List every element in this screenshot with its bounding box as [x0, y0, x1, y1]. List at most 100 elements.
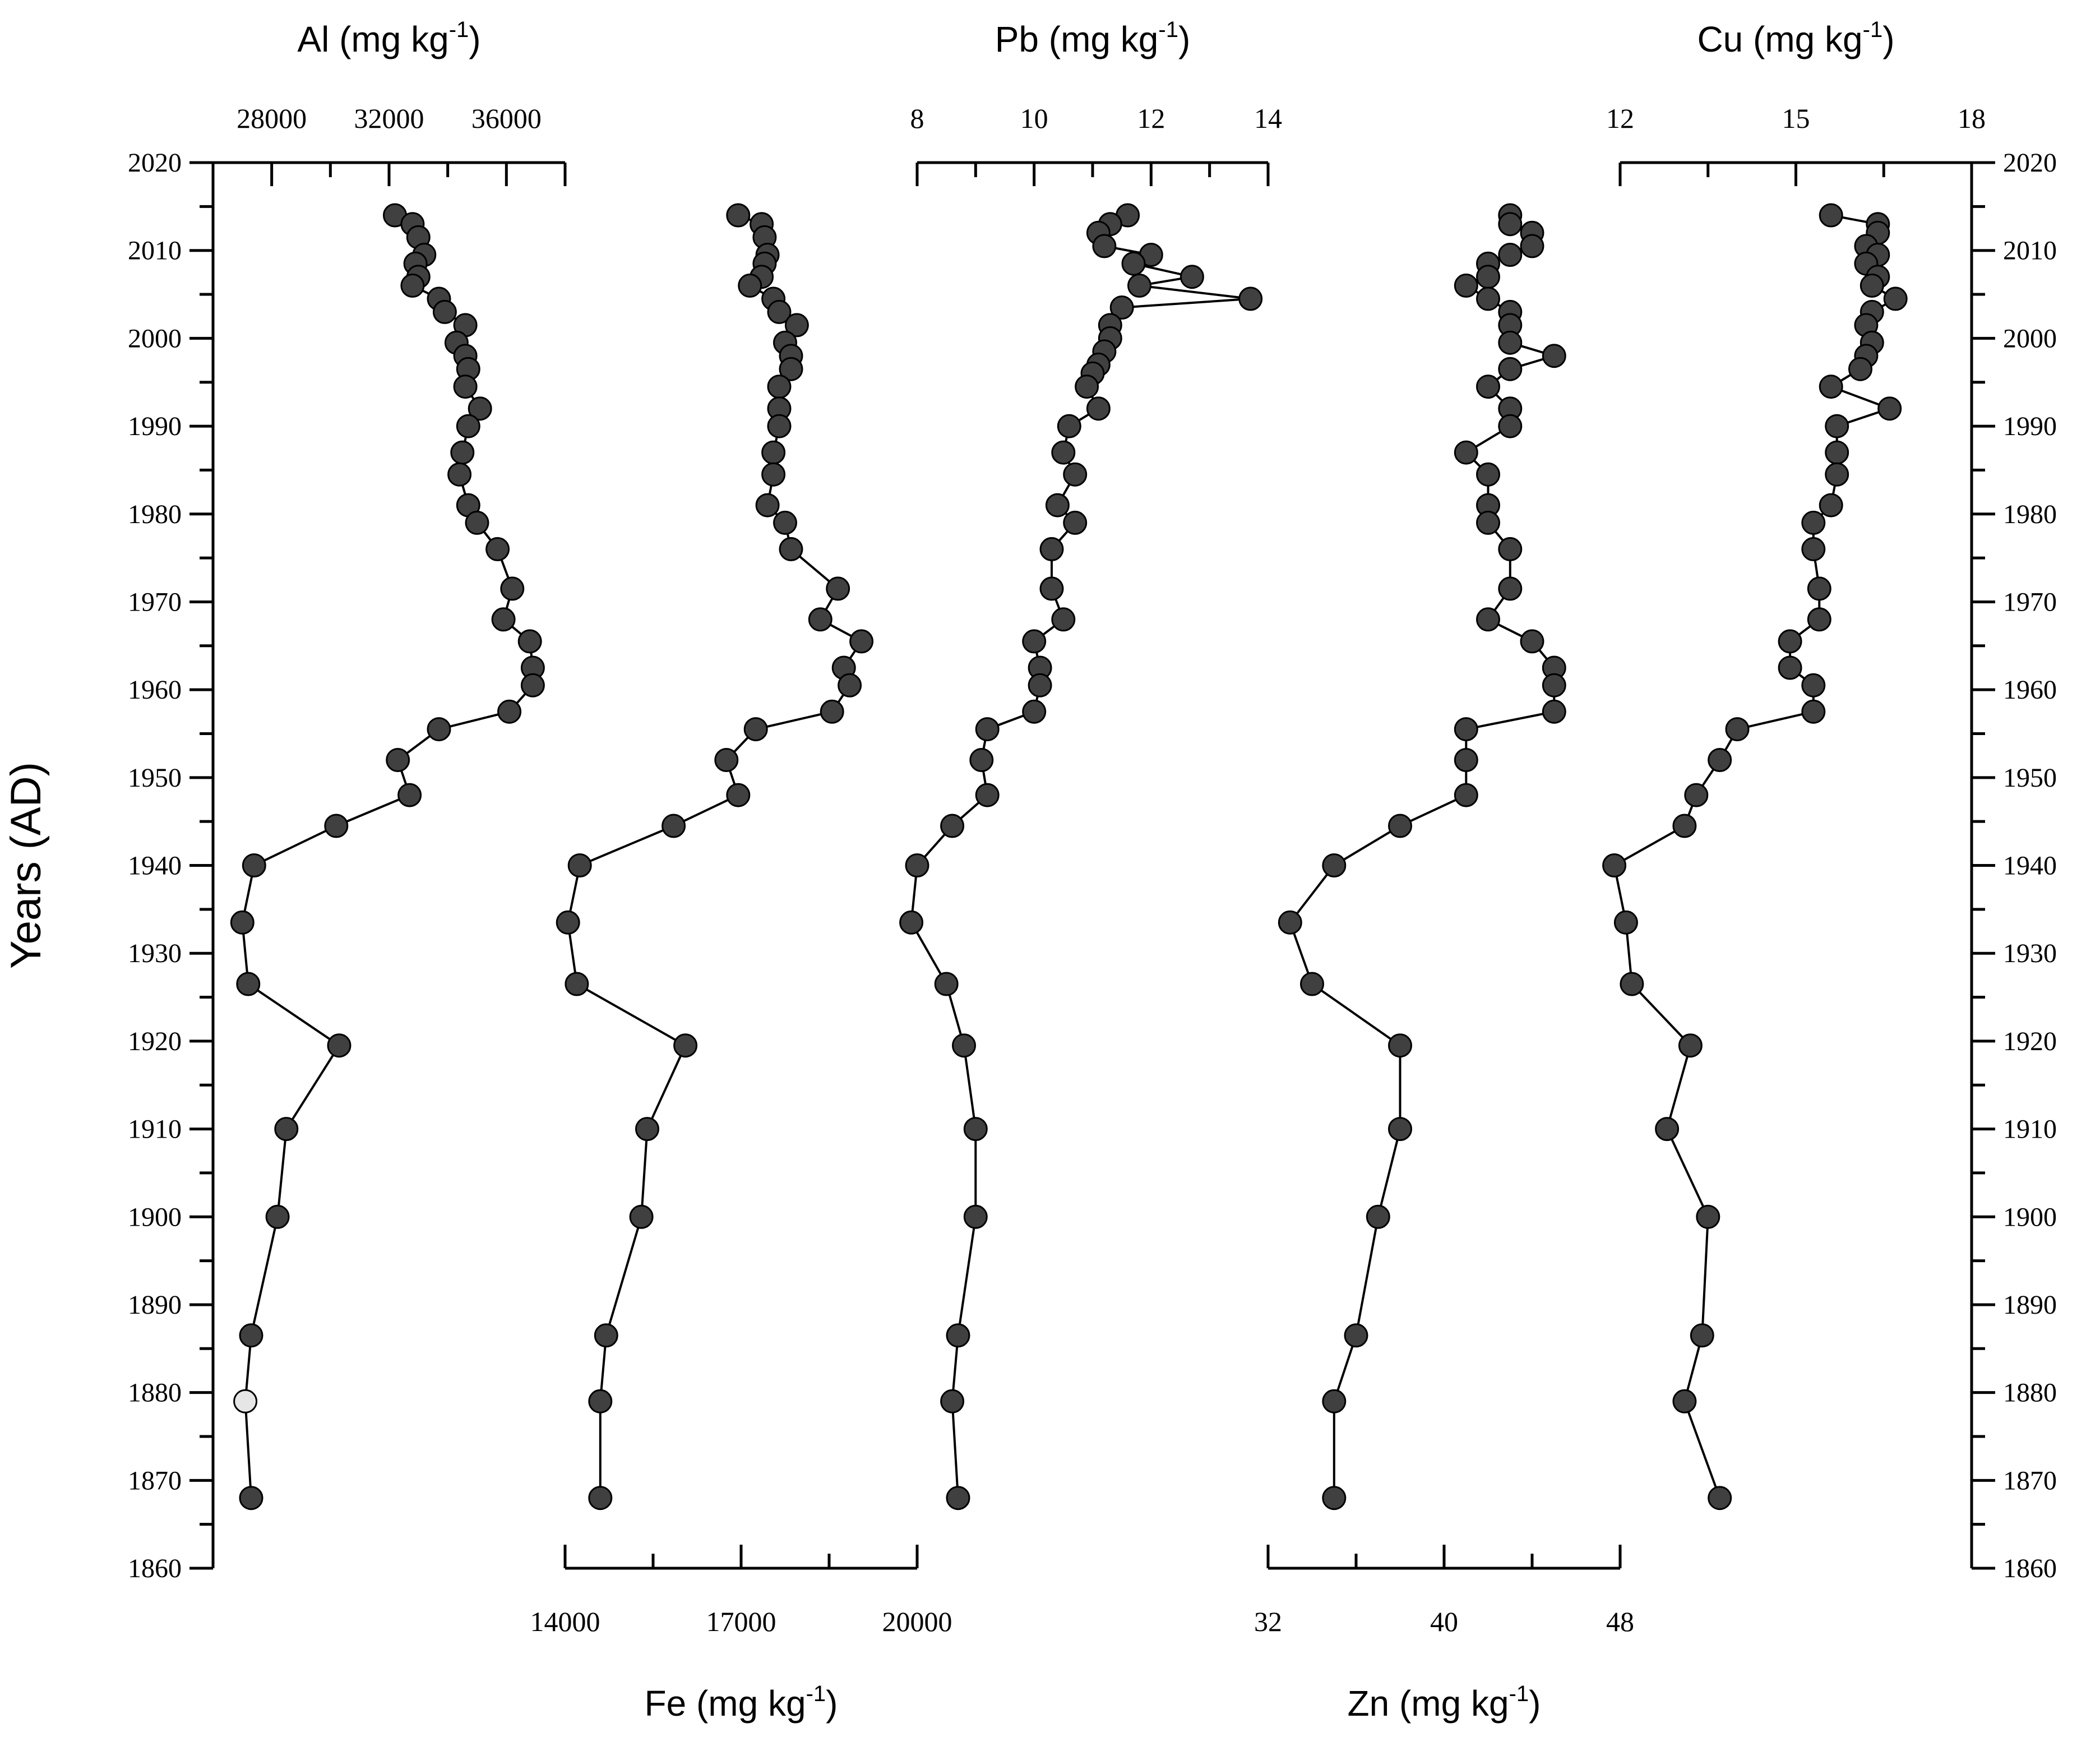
cu-data-point	[1708, 1486, 1732, 1510]
y-tick-label-right: 1970	[2003, 587, 2057, 617]
y-tick-label-left: 1930	[128, 939, 182, 968]
y-tick-label-right: 1920	[2003, 1027, 2057, 1056]
pb-data-point	[1051, 440, 1076, 465]
al-data-point	[520, 673, 545, 697]
al-data-point	[327, 1033, 351, 1058]
pb-data-point	[952, 1033, 976, 1058]
y-tick-label-right: 1870	[2003, 1466, 2057, 1495]
al-x-tick-label: 36000	[471, 103, 542, 134]
al-data-point	[242, 853, 266, 877]
zn-data-point	[1322, 1486, 1347, 1510]
fe-data-point	[767, 375, 792, 399]
zn-data-point	[1454, 440, 1478, 465]
pb-data-point	[1092, 234, 1117, 258]
zn-data-point	[1388, 814, 1412, 838]
cu-x-tick-label: 12	[1606, 103, 1634, 134]
al-data-point	[427, 717, 451, 742]
y-tick-label-right: 1960	[2003, 675, 2057, 705]
fe-data-point	[779, 357, 803, 381]
fe-data-point	[588, 1389, 613, 1413]
y-tick-label-right: 1990	[2003, 412, 2057, 441]
y-tick-label-left: 1980	[128, 500, 182, 529]
y-tick-label-left: 1970	[128, 587, 182, 617]
y-tick-label-right: 1890	[2003, 1290, 2057, 1320]
fe-data-point	[820, 699, 844, 724]
cu-profile-line	[1613, 214, 1898, 1499]
al-data-point	[468, 396, 492, 421]
y-tick-label-right: 1950	[2003, 763, 2057, 793]
al-data-point	[497, 699, 522, 724]
pb-data-point	[1039, 576, 1064, 601]
pb-data-point	[1022, 629, 1047, 654]
fe-data-point	[556, 910, 580, 935]
pb-data-point	[1051, 607, 1076, 632]
pb-x-tick-label: 14	[1254, 103, 1282, 134]
zn-data-point	[1454, 783, 1478, 807]
pb-data-point	[934, 972, 959, 996]
fe-data-point	[726, 203, 751, 228]
cu-data-point	[1877, 396, 1902, 421]
pb-data-point	[1045, 493, 1070, 518]
pb-data-point	[1057, 414, 1081, 438]
cu-data-point	[1825, 462, 1849, 487]
zn-data-point	[1322, 853, 1347, 877]
fe-data-point	[565, 972, 589, 996]
pb-data-point	[1127, 273, 1151, 298]
al-data-point	[397, 783, 422, 807]
zn-data-point	[1520, 234, 1544, 258]
zn-data-point	[1498, 414, 1523, 438]
zn-data-point	[1322, 1389, 1347, 1413]
pb-data-point	[1086, 396, 1111, 421]
zn-data-point	[1454, 748, 1478, 772]
cu-data-point	[1708, 748, 1732, 772]
pb-profile-line	[910, 214, 1251, 1498]
fe-data-point	[662, 814, 686, 838]
zn-data-point	[1454, 273, 1478, 298]
y-tick-label-right: 2010	[2003, 236, 2057, 266]
pb-data-point	[946, 1486, 970, 1510]
cu-data-point	[1825, 414, 1849, 438]
fe-data-point	[673, 1033, 698, 1058]
cu-axis-title: Cu (mg kg-1)	[1697, 17, 1894, 59]
pb-data-point	[1179, 265, 1204, 289]
pb-data-point	[1028, 673, 1052, 697]
al-profile-line	[241, 214, 534, 1498]
y-tick-label-right: 1880	[2003, 1378, 2057, 1408]
pb-data-point	[1039, 537, 1064, 561]
fe-data-point	[849, 629, 874, 654]
al-data-point	[386, 748, 410, 772]
al-data-point	[230, 910, 255, 935]
fe-data-point	[714, 748, 739, 772]
zn-data-point	[1520, 629, 1544, 654]
zn-data-point	[1300, 972, 1324, 996]
pb-data-point	[963, 1204, 988, 1229]
y-tick-label-left: 2000	[128, 324, 182, 353]
fe-data-point	[567, 853, 592, 877]
pb-x-tick-label: 12	[1137, 103, 1165, 134]
zn-data-point	[1476, 462, 1500, 487]
al-data-point	[450, 440, 475, 465]
fe-data-point	[838, 673, 862, 697]
y-tick-label-left: 1880	[128, 1378, 182, 1408]
y-tick-label-left: 1950	[128, 763, 182, 793]
al-data-point	[239, 1323, 263, 1348]
fe-data-point	[808, 607, 832, 632]
al-data-point	[456, 414, 480, 438]
pb-data-point	[1022, 699, 1047, 724]
fe-data-point	[635, 1117, 659, 1142]
al-x-tick-label: 28000	[237, 103, 307, 134]
fe-axis-title: Fe (mg kg-1)	[645, 1681, 838, 1724]
cu-data-point	[1620, 972, 1644, 996]
cu-data-point	[1725, 717, 1750, 742]
al-data-point	[465, 510, 489, 535]
pb-data-point	[940, 814, 965, 838]
al-data-point	[491, 607, 516, 632]
al-data-point	[274, 1117, 299, 1142]
al-data-point	[500, 576, 525, 601]
zn-data-point	[1476, 510, 1500, 535]
pb-data-point	[1063, 462, 1088, 487]
zn-data-point	[1542, 344, 1566, 368]
zn-data-point	[1476, 375, 1500, 399]
al-data-point	[453, 375, 478, 399]
fe-data-point	[726, 783, 751, 807]
